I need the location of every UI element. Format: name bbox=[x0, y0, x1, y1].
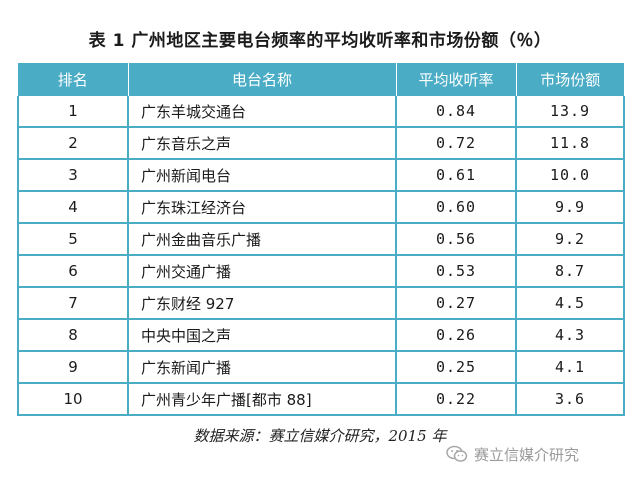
rank-cell: 10 bbox=[17, 383, 129, 416]
table-row: 6 广州交通广播 0.53 8.7 bbox=[17, 255, 625, 288]
watermark-text: 赛立信媒介研究 bbox=[474, 445, 580, 464]
share-cell: 9.2 bbox=[516, 223, 625, 256]
station-name-cell: 广州青少年广播[都市 88] bbox=[128, 383, 397, 416]
share-cell: 10.0 bbox=[516, 159, 625, 192]
table-row: 9 广东新闻广播 0.25 4.1 bbox=[17, 351, 625, 384]
station-name-cell: 广州新闻电台 bbox=[128, 159, 397, 192]
rating-cell: 0.60 bbox=[396, 191, 517, 224]
watermark: 赛立信媒介研究 bbox=[446, 442, 579, 466]
table-header-row: 排名 电台名称 平均收听率 市场份额 bbox=[18, 63, 624, 96]
share-cell: 8.7 bbox=[516, 255, 625, 288]
header-station-name: 电台名称 bbox=[128, 63, 397, 96]
rank-cell: 8 bbox=[17, 319, 129, 352]
share-cell: 3.6 bbox=[516, 383, 625, 416]
table-row: 7 广东财经 927 0.27 4.5 bbox=[17, 287, 625, 320]
table-row: 2 广东音乐之声 0.72 11.8 bbox=[17, 127, 625, 160]
table-row: 4 广东珠江经济台 0.60 9.9 bbox=[17, 191, 625, 224]
station-name-cell: 广东音乐之声 bbox=[128, 127, 397, 160]
share-cell: 4.3 bbox=[516, 319, 625, 352]
rating-cell: 0.56 bbox=[396, 223, 517, 256]
table-row: 8 中央中国之声 0.26 4.3 bbox=[17, 319, 625, 352]
share-cell: 9.9 bbox=[516, 191, 625, 224]
table-row: 5 广州金曲音乐广播 0.56 9.2 bbox=[17, 223, 625, 256]
header-market-share: 市场份额 bbox=[516, 63, 624, 96]
share-cell: 4.5 bbox=[516, 287, 625, 320]
table-row: 3 广州新闻电台 0.61 10.0 bbox=[17, 159, 625, 192]
station-name-cell: 中央中国之声 bbox=[128, 319, 397, 352]
rank-cell: 4 bbox=[17, 191, 129, 224]
station-name-cell: 广州交通广播 bbox=[128, 255, 397, 288]
station-name-cell: 广东羊城交通台 bbox=[128, 96, 397, 128]
station-name-cell: 广东新闻广播 bbox=[128, 351, 397, 384]
rating-cell: 0.27 bbox=[396, 287, 517, 320]
share-cell: 11.8 bbox=[516, 127, 625, 160]
share-cell: 4.1 bbox=[516, 351, 625, 384]
rating-cell: 0.61 bbox=[396, 159, 517, 192]
rating-cell: 0.84 bbox=[396, 96, 517, 128]
rank-cell: 5 bbox=[17, 223, 129, 256]
rank-cell: 3 bbox=[17, 159, 129, 192]
table-row: 10 广州青少年广播[都市 88] 0.22 3.6 bbox=[17, 383, 625, 416]
station-name-cell: 广东财经 927 bbox=[128, 287, 397, 320]
rating-cell: 0.72 bbox=[396, 127, 517, 160]
wechat-icon bbox=[446, 445, 468, 462]
rating-cell: 0.22 bbox=[396, 383, 517, 416]
table-title: 表 1 广州地区主要电台频率的平均收听率和市场份额（％） bbox=[88, 31, 552, 51]
rank-cell: 1 bbox=[17, 96, 129, 128]
data-source-note: 数据来源：赛立信媒介研究，2015 年 bbox=[193, 427, 447, 445]
header-rank: 排名 bbox=[18, 63, 129, 96]
rating-cell: 0.53 bbox=[396, 255, 517, 288]
rank-cell: 2 bbox=[17, 127, 129, 160]
rank-cell: 6 bbox=[17, 255, 129, 288]
rating-cell: 0.25 bbox=[396, 351, 517, 384]
ratings-table: 排名 电台名称 平均收听率 市场份额 1 广东羊城交通台 0.84 13.9 2… bbox=[17, 63, 625, 416]
station-name-cell: 广州金曲音乐广播 bbox=[128, 223, 397, 256]
table-row: 1 广东羊城交通台 0.84 13.9 bbox=[17, 96, 625, 128]
station-name-cell: 广东珠江经济台 bbox=[128, 191, 397, 224]
header-average-rating: 平均收听率 bbox=[396, 63, 517, 96]
rank-cell: 9 bbox=[17, 351, 129, 384]
rank-cell: 7 bbox=[17, 287, 129, 320]
rating-cell: 0.26 bbox=[396, 319, 517, 352]
share-cell: 13.9 bbox=[516, 96, 625, 128]
